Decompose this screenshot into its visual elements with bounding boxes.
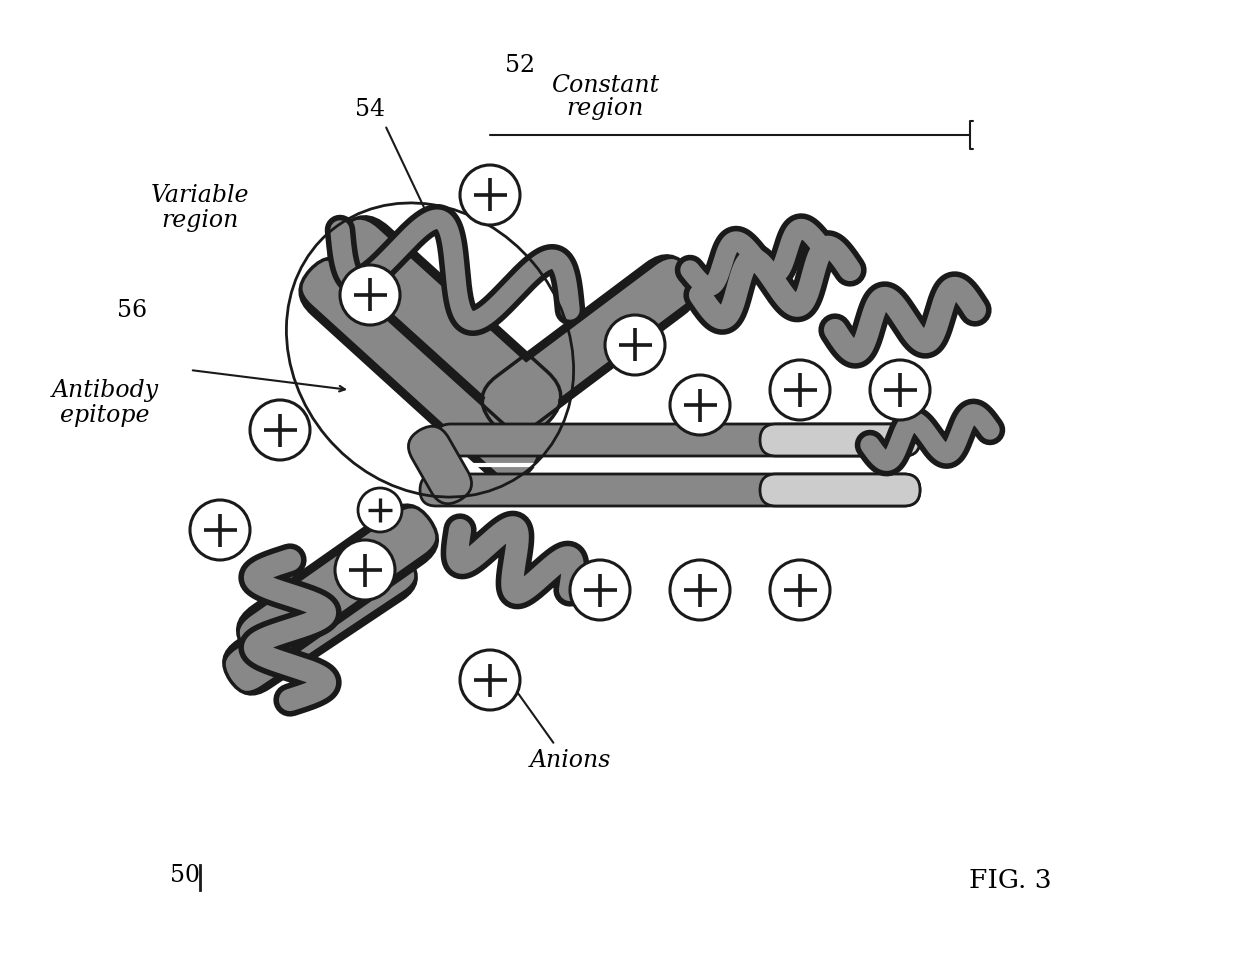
FancyBboxPatch shape [300,258,539,482]
FancyBboxPatch shape [223,546,417,694]
FancyBboxPatch shape [331,220,558,430]
Text: Anions: Anions [529,749,610,771]
Circle shape [340,265,401,325]
Text: 54: 54 [355,99,386,122]
Circle shape [670,560,730,620]
FancyBboxPatch shape [408,426,471,504]
Circle shape [190,500,250,560]
Circle shape [460,650,520,710]
FancyBboxPatch shape [435,424,920,456]
Text: Constant: Constant [551,74,660,96]
Circle shape [570,560,630,620]
Circle shape [460,165,520,225]
FancyBboxPatch shape [329,217,560,433]
Text: 56: 56 [117,299,148,321]
FancyBboxPatch shape [420,474,920,506]
Circle shape [358,488,402,532]
Text: region: region [161,209,238,231]
Text: 50: 50 [170,863,200,887]
Circle shape [770,360,830,420]
Circle shape [870,360,930,420]
Circle shape [250,400,310,460]
Text: epitope: epitope [61,404,150,426]
FancyBboxPatch shape [226,549,415,691]
Circle shape [335,540,396,600]
Circle shape [605,315,665,375]
FancyBboxPatch shape [760,424,920,456]
FancyBboxPatch shape [482,256,698,434]
Text: region: region [567,96,644,120]
Text: FIG. 3: FIG. 3 [968,867,1052,893]
Text: 52: 52 [505,54,536,76]
FancyBboxPatch shape [238,505,438,664]
FancyBboxPatch shape [484,259,696,431]
FancyBboxPatch shape [239,509,435,662]
Circle shape [670,375,730,435]
Text: Variable: Variable [151,183,249,207]
Text: Antibody: Antibody [51,378,159,402]
FancyBboxPatch shape [760,474,920,506]
FancyBboxPatch shape [303,261,538,479]
Circle shape [770,560,830,620]
